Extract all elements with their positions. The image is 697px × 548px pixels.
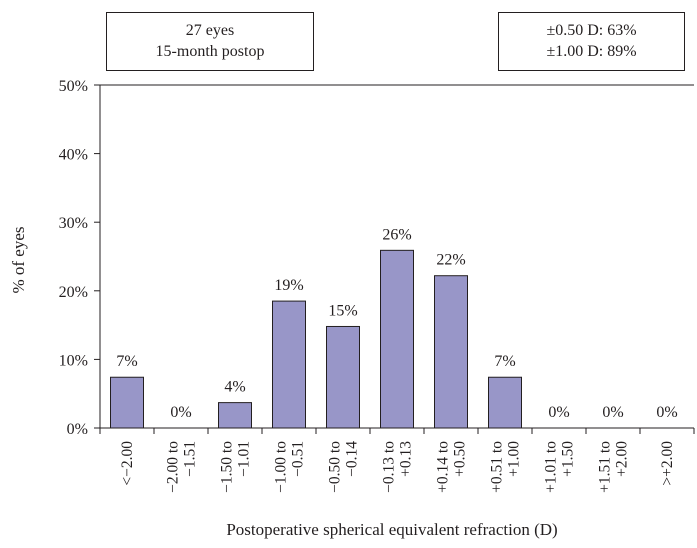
bar-2 xyxy=(218,402,252,429)
axes-layer xyxy=(94,84,695,434)
data-label-10: 0% xyxy=(656,404,677,421)
data-label-2: 4% xyxy=(224,379,245,396)
labels-layer: 7% 0% 4% 19% 15% 26% 22% 7% 0% 0% 0% 0% 10% 20% 30% 40%… xyxy=(59,78,678,493)
data-label-4: 15% xyxy=(328,302,357,319)
x-tick-label-4-line-1: −0.14 xyxy=(344,441,361,477)
bar-6 xyxy=(434,275,468,429)
annotation-within-050: ±0.50 D: 63% xyxy=(546,22,637,39)
y-tick-label-4: 40% xyxy=(59,147,88,164)
x-tick-label-3-line-0: −1.00 to xyxy=(273,441,290,493)
y-tick-label-2: 20% xyxy=(59,284,88,301)
x-tick-label-5-line-1: +0.13 xyxy=(398,441,415,477)
y-tick-label-5: 50% xyxy=(59,78,88,95)
x-tick-label-8-line-1: +1.50 xyxy=(560,441,577,477)
x-tick-label-7-line-1: +1.00 xyxy=(506,441,523,477)
y-tick-label-1: 10% xyxy=(59,352,88,369)
y-axis-title: % of eyes xyxy=(9,226,28,293)
x-tick-label-9-line-0: +1.51 to xyxy=(597,441,614,493)
x-tick-label-2-line-0: −1.50 to xyxy=(219,441,236,493)
data-label-7: 7% xyxy=(494,353,515,370)
x-tick-label-5-line-0: −0.13 to xyxy=(381,441,398,493)
x-tick-label-2-line-1: −1.01 xyxy=(236,441,253,477)
y-tick-label-0: 0% xyxy=(67,421,88,438)
y-tick-label-3: 30% xyxy=(59,215,88,232)
sample-size-annotation: 27 eyes 15-month postop xyxy=(106,12,314,71)
x-tick-label-10: >+2.00 xyxy=(659,441,676,486)
annotation-within-100: ±1.00 D: 89% xyxy=(546,43,637,60)
x-tick-label-9-line-1: +2.00 xyxy=(614,441,631,477)
annotation-eyes-count: 27 eyes xyxy=(185,22,235,39)
bar-3 xyxy=(272,300,306,429)
x-axis-title: Postoperative spherical equivalent refra… xyxy=(226,520,557,539)
annotation-followup: 15-month postop xyxy=(155,43,265,60)
bar-0 xyxy=(110,376,144,429)
x-tick-label-0: <−2.00 xyxy=(119,441,136,486)
bar-4 xyxy=(326,325,360,429)
data-label-6: 22% xyxy=(436,252,465,269)
x-tick-label-4-line-0: −0.50 to xyxy=(327,441,344,493)
x-tick-label-8-line-0: +1.01 to xyxy=(543,441,560,493)
data-label-9: 0% xyxy=(602,404,623,421)
bars-layer xyxy=(110,249,522,429)
x-tick-label-6-line-1: +0.50 xyxy=(452,441,469,477)
x-tick-label-7-line-0: +0.51 to xyxy=(489,441,506,493)
x-tick-label-6-line-0: +0.14 to xyxy=(435,441,452,493)
bar-5 xyxy=(380,249,414,429)
x-tick-label-1-line-0: −2.00 to xyxy=(165,441,182,493)
data-label-1: 0% xyxy=(170,404,191,421)
data-label-5: 26% xyxy=(382,226,411,243)
bar-7 xyxy=(488,376,522,429)
data-label-8: 0% xyxy=(548,404,569,421)
data-label-3: 19% xyxy=(274,277,303,294)
accuracy-annotation: ±0.50 D: 63% ±1.00 D: 89% xyxy=(498,12,685,71)
x-tick-label-1-line-1: −1.51 xyxy=(182,441,199,477)
x-tick-label-3-line-1: −0.51 xyxy=(290,441,307,477)
data-label-0: 7% xyxy=(116,353,137,370)
